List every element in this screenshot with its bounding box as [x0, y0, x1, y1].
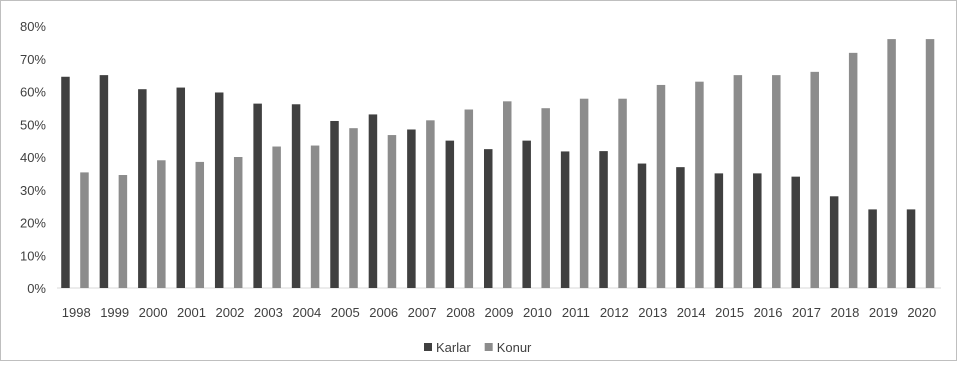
- x-axis: 1998 1999 2000 2001 2002 2003 2004 2005 2006 2007…: [57, 287, 941, 320]
- bar-konur-2002: [233, 157, 243, 288]
- x-tick-label: 2014: [677, 305, 706, 320]
- bar-karlar-1999: [99, 75, 109, 288]
- bar-konur-2003: [272, 146, 281, 288]
- bar-karlar-2012: [599, 151, 608, 288]
- bar-karlar-2018: [829, 196, 839, 288]
- bar-konur-2020: [925, 39, 935, 288]
- bar-konur-2017: [810, 71, 819, 288]
- bar-konur-2000: [157, 160, 166, 288]
- x-tick-label: 2012: [600, 305, 629, 320]
- bar-konur-2009: [503, 101, 512, 288]
- y-axis: 0% 10% 20% 30% 40% 50% 60% 70% 80%: [20, 19, 46, 296]
- bar-karlar-2020: [906, 209, 916, 288]
- bar-karlar-2000: [138, 89, 147, 289]
- bar-konur-2014: [695, 81, 704, 288]
- bar-karlar-2015: [714, 173, 724, 288]
- bar-konur-2010: [541, 108, 550, 288]
- bar-konur-2007: [426, 120, 435, 288]
- y-tick-label: 20%: [20, 216, 46, 231]
- x-tick-label: 2005: [331, 305, 360, 320]
- y-tick-label: 30%: [20, 183, 46, 198]
- bar-karlar-2004: [291, 104, 301, 289]
- bar-konur-2019: [887, 39, 896, 288]
- x-tick-label: 2007: [408, 305, 437, 320]
- bar-karlar-2016: [753, 173, 762, 288]
- legend: Karlar Konur: [424, 340, 532, 355]
- legend-swatch-karlar: [424, 343, 432, 351]
- legend-swatch-konur: [484, 343, 493, 351]
- x-tick-label: 2001: [177, 305, 206, 320]
- bar-karlar-2007: [407, 129, 416, 288]
- bar-konur-2018: [848, 52, 858, 289]
- bar-karlar-2014: [676, 167, 685, 288]
- bar-karlar-2017: [791, 176, 800, 288]
- bar-konur-2005: [349, 128, 358, 288]
- x-tick-label: 2017: [792, 305, 821, 320]
- bar-konur-2006: [387, 135, 397, 288]
- x-tick-label: 2000: [139, 305, 168, 320]
- y-tick-label: 10%: [20, 248, 46, 263]
- bar-karlar-2013: [637, 163, 647, 288]
- bar-karlar-2008: [445, 140, 455, 288]
- y-tick-label: 70%: [20, 52, 46, 67]
- bar-konur-2016: [772, 75, 781, 288]
- bar-konur-1999: [118, 175, 128, 288]
- x-tick-label: 2018: [830, 305, 859, 320]
- x-tick-label: 2013: [638, 305, 667, 320]
- bar-karlar-2001: [176, 87, 186, 288]
- bar-konur-2011: [579, 98, 589, 288]
- bar-karlar-1998: [61, 76, 70, 288]
- x-tick-label: 2019: [869, 305, 898, 320]
- y-tick-label: 0%: [27, 281, 46, 296]
- y-tick-label: 50%: [20, 117, 46, 132]
- y-tick-label: 40%: [20, 150, 46, 165]
- x-tick-label: 2006: [369, 305, 398, 320]
- x-tick-label: 1998: [62, 305, 91, 320]
- legend-label: Konur: [497, 340, 532, 355]
- bar-karlar-2003: [253, 103, 262, 289]
- bar-konur-2012: [618, 98, 627, 288]
- x-tick-label: 2003: [254, 305, 283, 320]
- bar-karlar-2002: [214, 92, 224, 288]
- bar-konur-2015: [733, 75, 743, 288]
- x-tick-label: 2011: [562, 305, 590, 320]
- bar-karlar-2005: [330, 120, 339, 288]
- bar-karlar-2011: [560, 151, 570, 288]
- bar-karlar-2006: [368, 114, 378, 288]
- bar-konur-1998: [80, 172, 89, 288]
- x-tick-label: 2009: [485, 305, 514, 320]
- bar-konur-2013: [656, 84, 666, 288]
- legend-label: Karlar: [436, 340, 471, 355]
- y-tick-label: 80%: [20, 19, 46, 34]
- x-tick-label: 2016: [754, 305, 783, 320]
- bar-konur-2004: [310, 145, 320, 288]
- x-tick-label: 2020: [907, 305, 936, 320]
- bar-karlar-2010: [522, 140, 531, 288]
- x-tick-label: 1999: [100, 305, 129, 320]
- y-tick-label: 60%: [20, 85, 46, 100]
- bar-karlar-2009: [484, 149, 493, 288]
- x-tick-label: 2010: [523, 305, 552, 320]
- x-tick-label: 2015: [715, 305, 744, 320]
- x-tick-label: 2008: [446, 305, 475, 320]
- x-tick-label: 2002: [215, 305, 244, 320]
- bar-karlar-2019: [868, 209, 877, 288]
- bars: [61, 39, 935, 289]
- bar-konur-2001: [195, 161, 205, 288]
- x-tick-label: 2004: [292, 305, 321, 320]
- bar-konur-2008: [464, 109, 474, 288]
